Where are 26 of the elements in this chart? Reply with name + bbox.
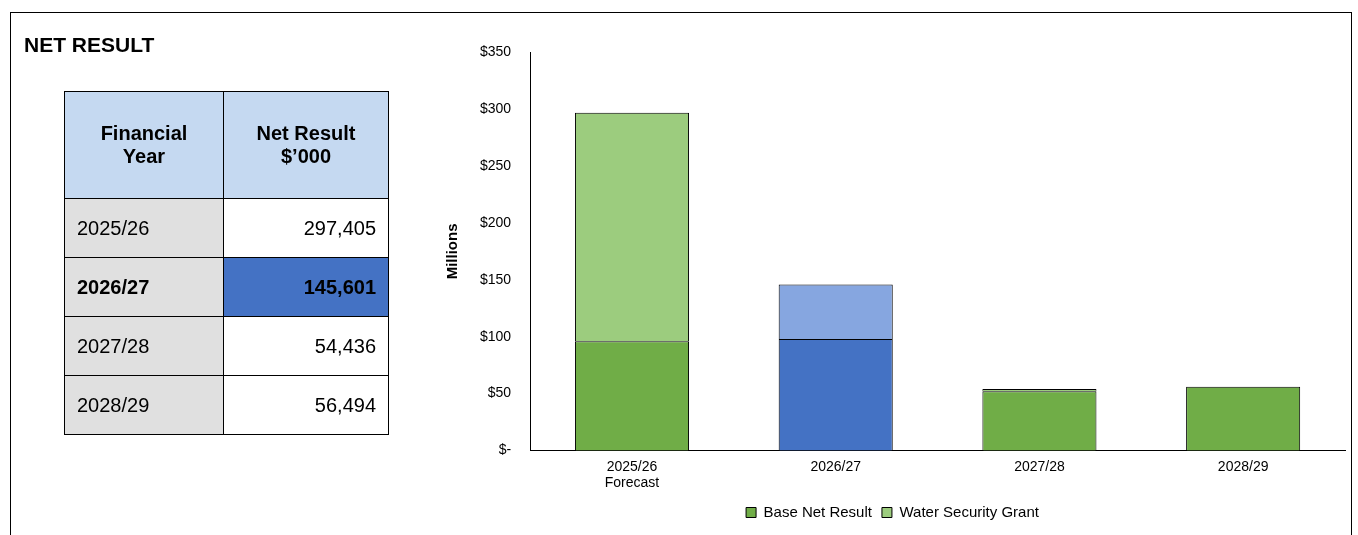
- y-tick-label: $150: [479, 270, 512, 287]
- x-tick-label: 2027/28: [1014, 457, 1065, 474]
- x-tick-label: 2026/27: [810, 457, 862, 474]
- text: 56,494: [223, 375, 389, 435]
- y-tick-label: $-: [498, 441, 512, 458]
- text: Financial Year: [64, 91, 224, 199]
- text: NET RESULT: [24, 33, 155, 57]
- y-tick-label: $100: [479, 327, 512, 344]
- legend-label: Base Net Result: [763, 502, 873, 520]
- legend-label: Water Security Grant: [899, 502, 1040, 520]
- x-tick-label: 2028/29: [1217, 457, 1269, 474]
- y-tick-label: $200: [479, 213, 512, 230]
- y-tick-label: $300: [479, 100, 512, 117]
- x-tick-label: 2025/26 Forecast: [604, 457, 660, 491]
- y-tick-label: $250: [479, 156, 512, 173]
- text: 2025/26: [64, 198, 224, 258]
- text: 2028/29: [64, 375, 224, 435]
- y-tick-label: $350: [479, 43, 512, 60]
- text: Net Result $’000: [223, 91, 389, 199]
- text: 2026/27: [64, 257, 224, 317]
- text: 54,436: [223, 316, 389, 376]
- y-tick-label: $50: [487, 384, 512, 401]
- text: 297,405: [223, 198, 389, 258]
- text: 2027/28: [64, 316, 224, 376]
- y-axis-title: Millions: [443, 223, 461, 280]
- text: 145,601: [223, 257, 389, 317]
